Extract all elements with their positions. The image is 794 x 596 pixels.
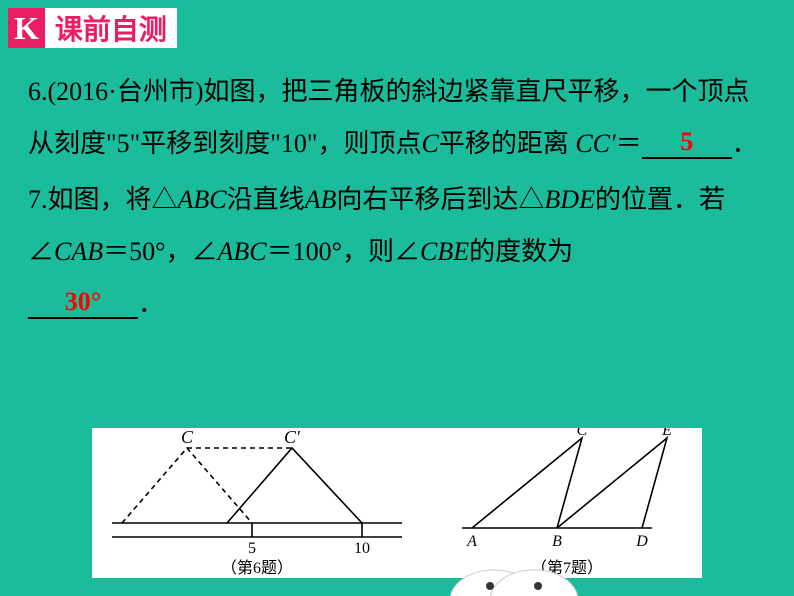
svg-text:B: B: [552, 533, 562, 550]
q7-eq100: ＝100°，则∠: [267, 237, 420, 266]
q7-prefix: 7.如图，将△: [28, 185, 178, 214]
svg-text:C: C: [181, 428, 194, 447]
svg-text:（第7题）: （第7题）: [531, 559, 603, 577]
q7-mid2: 向右平移后到达△: [336, 185, 544, 214]
q7-mid1: 沿直线: [227, 185, 305, 214]
q7-abc2: ABC: [218, 237, 267, 266]
q7-abc: ABC: [178, 185, 227, 214]
svg-text:（第6题）: （第6题）: [221, 559, 293, 577]
q6-blank: 5: [642, 126, 732, 159]
svg-text:A: A: [466, 533, 477, 550]
q6-answer: 5: [680, 127, 693, 156]
svg-text:C′: C′: [284, 428, 301, 447]
section-badge: K 课前自测: [8, 8, 177, 48]
q6-mid: 平移的距离: [439, 129, 569, 158]
q7-bde: BDE: [544, 185, 595, 214]
svg-text:E: E: [661, 428, 672, 439]
content-area: 6.(2016·台州市)如图，把三角板的斜边紧靠直尺平移，一个顶点从刻度"5"平…: [28, 66, 766, 334]
q7-cab: CAB: [54, 237, 103, 266]
question-7: 7.如图，将△ABC沿直线AB向右平移后到达△BDE的位置．若∠CAB＝50°，…: [28, 174, 766, 330]
q7-blank: 30°: [28, 286, 138, 319]
badge-title: 课前自测: [45, 8, 177, 48]
q7-cbe: CBE: [420, 237, 469, 266]
q6-var-cc: CC′: [575, 129, 615, 158]
svg-text:10: 10: [354, 540, 370, 557]
q7-answer: 30°: [65, 287, 101, 316]
q6-var-c: C: [421, 129, 438, 158]
svg-text:D: D: [635, 533, 648, 550]
question-6: 6.(2016·台州市)如图，把三角板的斜边紧靠直尺平移，一个顶点从刻度"5"平…: [28, 66, 766, 170]
q7-eq50: ＝50°，∠: [103, 237, 217, 266]
q6-period: ．: [732, 129, 758, 158]
svg-text:5: 5: [248, 540, 256, 557]
svg-text:C: C: [577, 428, 588, 439]
figures-svg: 5 10 C C′ （第6题） A B D C E （第7题）: [92, 428, 702, 578]
q7-ab: AB: [305, 185, 337, 214]
figures-panel: 5 10 C C′ （第6题） A B D C E （第7题）: [92, 428, 702, 578]
badge-letter: K: [8, 8, 45, 48]
q6-eq: ＝: [616, 129, 642, 158]
q7-mid4: 的度数为: [469, 237, 573, 266]
q7-period: ．: [138, 289, 164, 318]
